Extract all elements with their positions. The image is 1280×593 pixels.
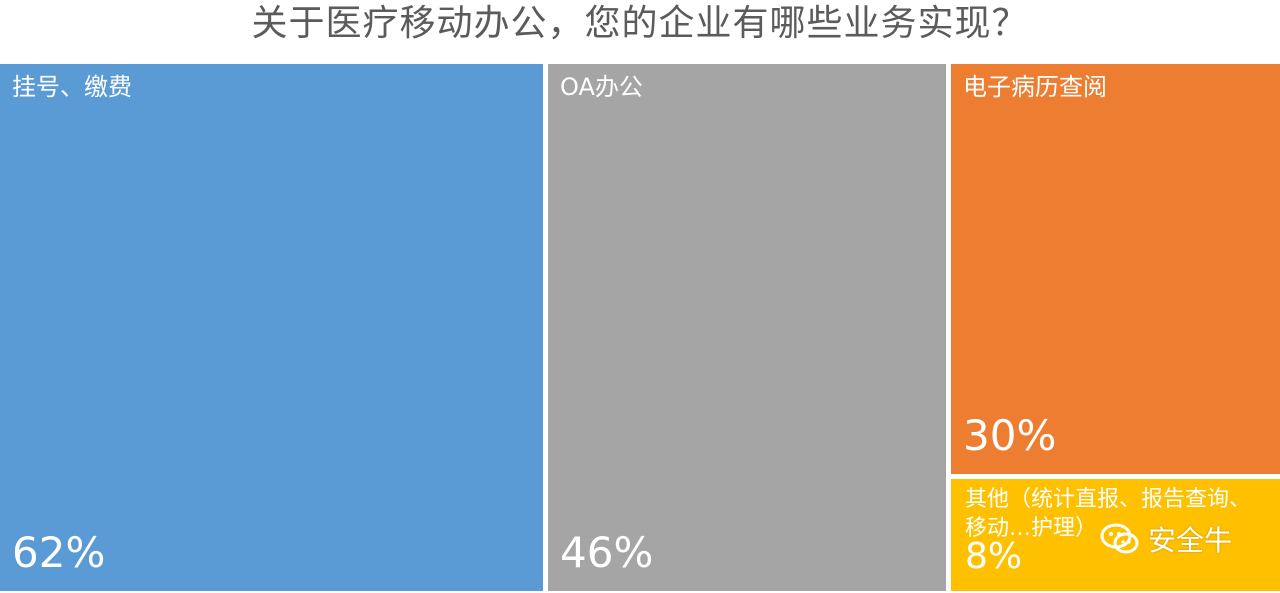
tile-value: 62% bbox=[12, 528, 106, 577]
tile-label: 电子病历查阅 bbox=[963, 73, 1107, 101]
tile-value: 46% bbox=[560, 528, 654, 577]
tile-oa-office: OA办公 46% bbox=[548, 64, 946, 591]
wechat-icon bbox=[1100, 522, 1140, 556]
tile-value: 30% bbox=[963, 411, 1057, 460]
tile-registration-payment: 挂号、缴费 62% bbox=[0, 64, 543, 591]
tile-value: 8% bbox=[965, 536, 1023, 577]
tile-label: OA办公 bbox=[560, 73, 643, 101]
tile-emr-lookup: 电子病历查阅 30% bbox=[951, 64, 1280, 474]
watermark-text: 安全牛 bbox=[1148, 524, 1233, 557]
tile-label: 其他（统计直报、报告查询、移动…护理） bbox=[965, 487, 1252, 541]
tile-other: 其他（统计直报、报告查询、移动…护理） 8% bbox=[951, 479, 1280, 591]
watermark: 安全牛 bbox=[1100, 519, 1232, 559]
tile-label: 挂号、缴费 bbox=[12, 73, 132, 101]
chart-title: 关于医疗移动办公，您的企业有哪些业务实现？ bbox=[251, 3, 1029, 44]
